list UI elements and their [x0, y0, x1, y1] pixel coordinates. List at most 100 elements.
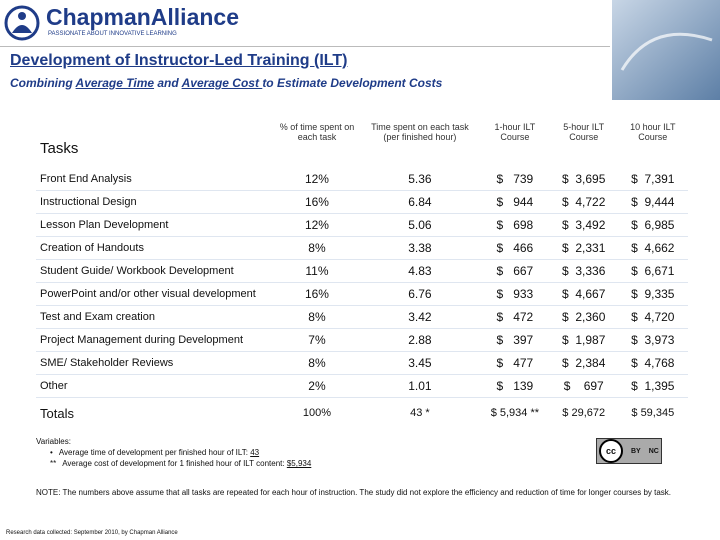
- table-row: Project Management during Development 7% 2…: [36, 328, 688, 352]
- cell: 7%: [274, 328, 360, 352]
- cell: 16%: [274, 190, 360, 214]
- footer: Research data collected: September 2010,…: [6, 530, 178, 536]
- task-name: Project Management during Development: [36, 328, 274, 352]
- cell: $ 9,444: [617, 190, 688, 214]
- cell: $ 139: [479, 374, 550, 398]
- cell: $ 933: [479, 282, 550, 306]
- data-table: Tasks % of time spent on each task Time sp…: [36, 118, 688, 428]
- cell: 2%: [274, 374, 360, 398]
- cell: $ 4,662: [617, 236, 688, 260]
- subtitle: Combining Average Time and Average Cost …: [10, 76, 442, 90]
- cell: 12%: [274, 168, 360, 191]
- task-name: Creation of Handouts: [36, 236, 274, 260]
- totals-label: Totals: [40, 405, 74, 421]
- cell: $ 6,985: [617, 213, 688, 237]
- variable: • Average time of development per finishe…: [36, 447, 311, 458]
- cell: $ 4,720: [617, 305, 688, 329]
- cell: $ 466: [479, 236, 550, 260]
- cell: 6.84: [359, 190, 480, 214]
- rule: [0, 46, 610, 47]
- header-photo: [612, 0, 720, 100]
- cc-term: BY: [631, 447, 641, 455]
- cell: $ 3,492: [549, 213, 618, 237]
- column-header: Tasks: [40, 139, 79, 157]
- cell: $ 4,768: [617, 351, 688, 375]
- cell: $ 9,335: [617, 282, 688, 306]
- variable: ** Average cost of development for 1 fini…: [36, 458, 311, 469]
- cell: $ 944: [479, 190, 550, 214]
- bullet: **: [50, 459, 57, 468]
- cell: $ 6,671: [617, 259, 688, 283]
- cell: $ 698: [479, 213, 550, 237]
- cell: 3.42: [359, 305, 480, 329]
- column-header: Time spent on each task (per finished ho…: [371, 122, 469, 142]
- totals-row: Totals 100% 43 * $ 5,934 ** $ 29,672 $ 59,345: [36, 398, 688, 429]
- tagline: PASSIONATE ABOUT INNOVATIVE LEARNING: [48, 31, 177, 37]
- cell: $ 1,395: [617, 374, 688, 398]
- table-row: PowerPoint and/or other visual developme…: [36, 282, 688, 306]
- table-row: Student Guide/ Workbook Development 11% 4.…: [36, 259, 688, 283]
- cell: 5.36: [359, 168, 480, 191]
- variable-value: $5,934: [286, 459, 312, 468]
- cell: $ 2,331: [549, 236, 618, 260]
- cell: 8%: [274, 305, 360, 329]
- cell: $ 3,695: [549, 168, 618, 191]
- header: ChapmanAlliance PASSIONATE ABOUT INNOVAT…: [0, 0, 720, 44]
- table-row: SME/ Stakeholder Reviews 8% 3.45 $ 477 $ 2,3…: [36, 351, 688, 375]
- task-name: Test and Exam creation: [36, 305, 274, 329]
- cell: $ 667: [479, 259, 550, 283]
- cell: $ 739: [479, 168, 550, 191]
- logo-icon: [4, 5, 40, 41]
- cell: 1.01: [359, 374, 480, 398]
- cell: 6.76: [359, 282, 480, 306]
- cell: 4.83: [359, 259, 480, 283]
- header-row: Tasks % of time spent on each task Time sp…: [36, 118, 688, 168]
- table-row: Other 2% 1.01 $ 139 $ 697 $ 1,395: [36, 374, 688, 398]
- task-name: Lesson Plan Development: [36, 213, 274, 237]
- variables-label: Variables:: [36, 437, 71, 446]
- variables: Variables: • Average time of development …: [36, 436, 311, 469]
- task-name: Instructional Design: [36, 190, 274, 214]
- task-name: SME/ Stakeholder Reviews: [36, 351, 274, 375]
- cell: 5.06: [359, 213, 480, 237]
- table-row: Instructional Design 16% 6.84 $ 944 $ 4,722 $…: [36, 190, 688, 214]
- cell: 16%: [274, 282, 360, 306]
- cell: $ 3,336: [549, 259, 618, 283]
- total-cell: $ 29,672: [562, 407, 606, 419]
- table-row: Front End Analysis 12% 5.36 $ 739 $ 3,695 $ 7…: [36, 168, 688, 191]
- variable-text: Average time of development per finished…: [58, 448, 251, 457]
- task-name: Front End Analysis: [36, 168, 274, 191]
- cell: 12%: [274, 213, 360, 237]
- total-cell: $ 5,934 **: [490, 407, 540, 419]
- task-name: Student Guide/ Workbook Development: [36, 259, 274, 283]
- table-row: Creation of Handouts 8% 3.38 $ 466 $ 2,331 $ …: [36, 236, 688, 260]
- cc-badge: cc BY NC: [596, 438, 662, 464]
- note: NOTE: The numbers above assume that all …: [36, 488, 672, 497]
- column-header: 10 hour ILT Course: [630, 122, 676, 142]
- cell: 8%: [274, 351, 360, 375]
- cc-logo: cc: [599, 439, 623, 463]
- column-header: 5-hour ILT Course: [563, 122, 605, 142]
- cell: $ 2,360: [549, 305, 618, 329]
- cell: $ 472: [479, 305, 550, 329]
- cell: 2.88: [359, 328, 480, 352]
- total-cell: 43 *: [410, 407, 430, 419]
- column-header: % of time spent on each task: [279, 122, 355, 142]
- column-header: 1-hour ILT Course: [494, 122, 536, 142]
- cell: 3.45: [359, 351, 480, 375]
- cc-term: NC: [648, 447, 659, 455]
- cell: $ 1,987: [549, 328, 618, 352]
- title: Development of Instructor-Led Training (…: [10, 52, 348, 69]
- task-name: Other: [36, 374, 274, 398]
- subtitle-part: Combining: [10, 76, 76, 90]
- variable-value: 43: [250, 448, 260, 457]
- cell: 8%: [274, 236, 360, 260]
- bullet: •: [50, 448, 53, 457]
- subtitle-part: Average Cost: [181, 76, 263, 90]
- table-row: Test and Exam creation 8% 3.42 $ 472 $ 2,360…: [36, 305, 688, 329]
- cell: $ 4,722: [549, 190, 618, 214]
- variable-text: Average cost of development for 1 finish…: [62, 459, 287, 468]
- cell: 11%: [274, 259, 360, 283]
- subtitle-part: Average Time: [75, 76, 155, 90]
- cell: $ 7,391: [617, 168, 688, 191]
